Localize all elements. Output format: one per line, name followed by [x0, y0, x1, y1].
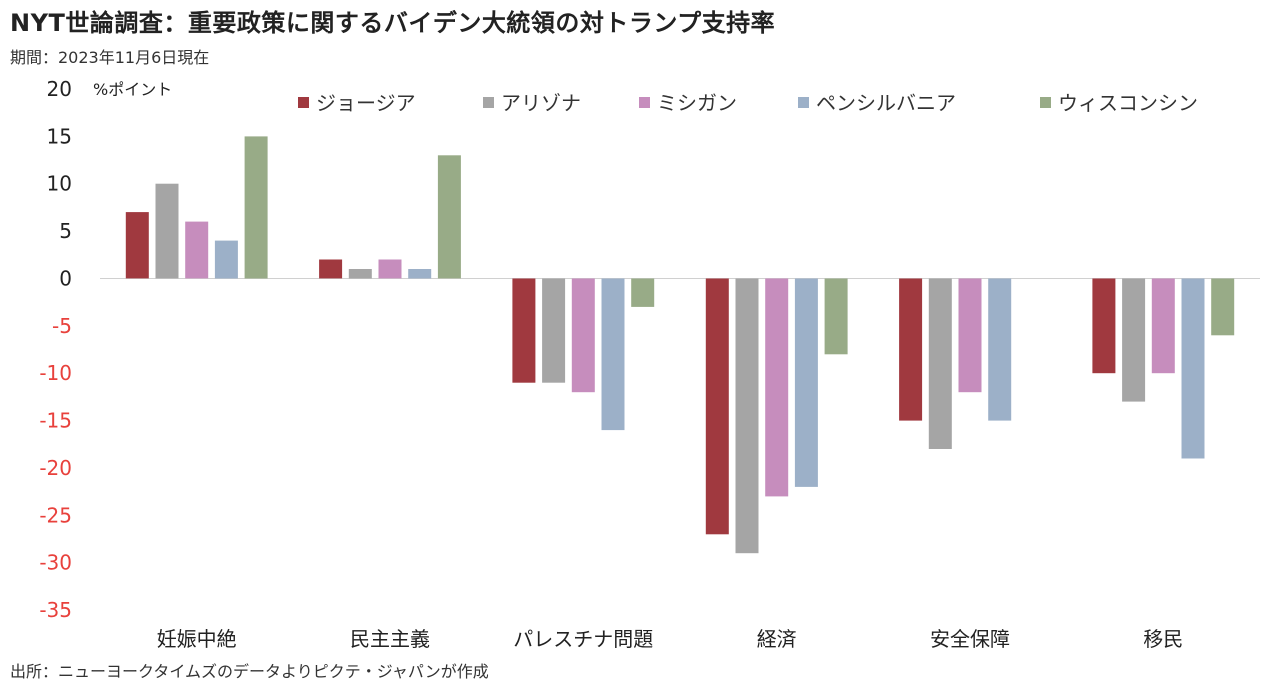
bar	[1122, 278, 1146, 402]
legend-swatch	[483, 97, 494, 108]
legend-label: アリゾナ	[501, 91, 581, 115]
source-note: 出所：ニューヨークタイムズのデータよりピクテ・ジャパンが作成	[10, 662, 489, 681]
category-label: 妊娠中絶	[157, 627, 237, 651]
chart-subtitle: 期間：2023年11月6日現在	[10, 48, 210, 67]
bar	[631, 278, 655, 307]
bar	[378, 259, 402, 279]
chart-title: NYT世論調査：重要政策に関するバイデン大統領の対トランプ支持率	[10, 9, 776, 37]
legend-label: ウィスコンシン	[1058, 91, 1198, 115]
bars	[125, 136, 1235, 554]
bar	[512, 278, 536, 383]
bar	[958, 278, 982, 393]
y-tick-label: 10	[47, 172, 72, 196]
bar	[765, 278, 789, 497]
legend-swatch	[298, 97, 309, 108]
bar	[1092, 278, 1116, 374]
bar	[1211, 278, 1235, 336]
y-tick-label: -25	[39, 503, 72, 527]
y-tick-label: -15	[39, 409, 72, 433]
y-tick-label: 5	[59, 219, 72, 243]
bar	[735, 278, 759, 554]
bar	[601, 278, 625, 431]
category-label: パレスチナ問題	[513, 627, 653, 651]
legend-label: ペンシルバニア	[816, 91, 956, 115]
category-label: 民主主義	[350, 627, 430, 651]
y-tick-label: -10	[39, 361, 72, 385]
category-label: 移民	[1143, 627, 1183, 651]
bar	[244, 136, 268, 279]
y-tick-label: -20	[39, 456, 72, 480]
y-tick-label: 15	[47, 124, 72, 148]
bar	[988, 278, 1012, 421]
category-labels: 妊娠中絶 民主主義 パレスチナ問題 経済 安全保障 移民	[157, 627, 1184, 651]
y-tick-label: -5	[52, 314, 72, 338]
bar	[824, 278, 848, 355]
y-tick-label: -30	[39, 551, 72, 575]
y-tick-label: -35	[39, 598, 72, 622]
bar	[155, 183, 179, 279]
bar	[348, 269, 372, 279]
bar	[319, 259, 343, 279]
bar	[408, 269, 432, 279]
legend-label: ジョージア	[316, 91, 416, 115]
bar	[437, 155, 461, 279]
bar	[1151, 278, 1175, 374]
y-tick-label: 20	[47, 77, 72, 101]
bar	[705, 278, 729, 535]
legend-swatch	[798, 97, 809, 108]
bar	[928, 278, 952, 449]
bar	[542, 278, 566, 383]
y-tick-label: 0	[59, 266, 72, 290]
legend-swatch	[639, 97, 650, 108]
y-axis-unit-label: %ポイント	[93, 80, 172, 99]
category-label: 経済	[757, 627, 797, 651]
legend-label: ミシガン	[657, 91, 737, 115]
legend-swatch	[1040, 97, 1051, 108]
legend: ジョージア アリゾナ ミシガン ペンシルバニア ウィスコンシン	[298, 91, 1198, 115]
bar	[125, 212, 149, 279]
bar	[1181, 278, 1205, 459]
y-axis-ticks: 20 15 10 5 0 -5 -10 -15 -20 -25 -30 -35	[39, 77, 72, 622]
bar	[794, 278, 818, 487]
bar	[214, 240, 238, 279]
category-label: 安全保障	[930, 627, 1010, 651]
bar	[899, 278, 923, 421]
bar	[571, 278, 595, 393]
bar	[185, 221, 209, 279]
